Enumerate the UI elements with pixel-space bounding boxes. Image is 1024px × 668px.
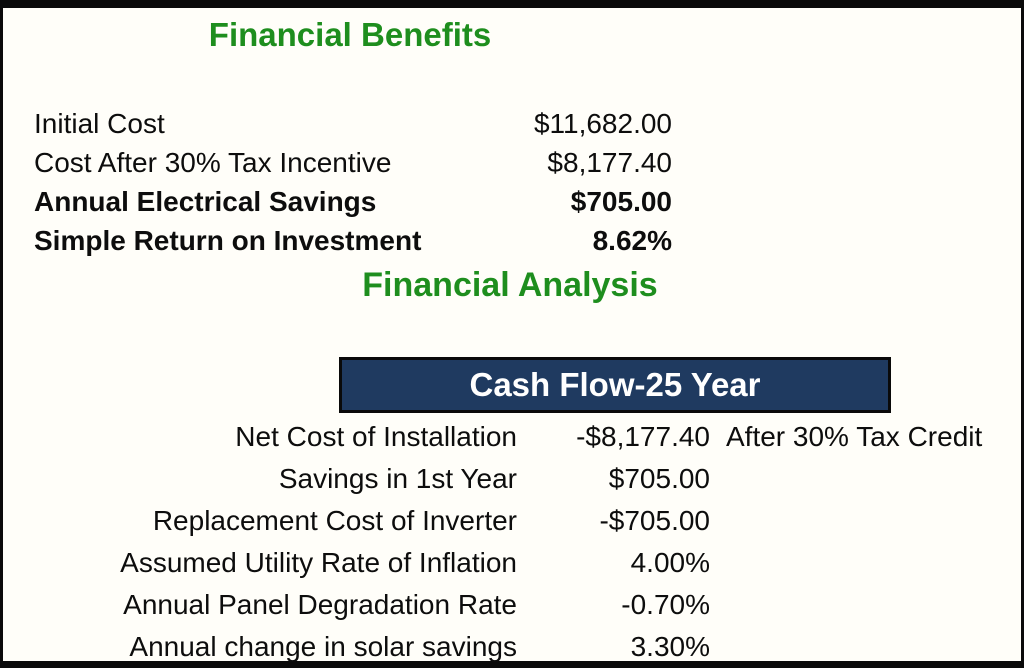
table-row: Annual Electrical Savings $705.00	[34, 182, 672, 221]
row-label: Simple Return on Investment	[34, 224, 422, 256]
table-row: Initial Cost $11,682.00	[34, 104, 672, 143]
frame-top-border	[0, 0, 1024, 8]
row-value: 8.62%	[592, 224, 672, 256]
table-row: Simple Return on Investment 8.62%	[34, 221, 672, 260]
frame-left-border	[0, 0, 3, 668]
row-value: $8,177.40	[547, 146, 672, 178]
financial-benefits-title: Financial Benefits	[208, 16, 492, 53]
row-label: Assumed Utility Rate of Inflation	[120, 547, 517, 578]
financial-analysis-title: Financial Analysis	[362, 266, 658, 304]
table-row: Annual Panel Degradation Rate -0.70%	[60, 584, 1010, 626]
row-label: Savings in 1st Year	[278, 463, 517, 494]
cashflow-table: Net Cost of Installation -$8,177.40 Afte…	[60, 416, 1010, 668]
row-value: -$8,177.40	[576, 421, 710, 452]
table-row: Replacement Cost of Inverter -$705.00	[60, 500, 1010, 542]
row-value: $11,682.00	[533, 107, 672, 139]
row-value: -0.70%	[621, 589, 710, 620]
frame-right-border	[1021, 0, 1024, 668]
table-row: Annual change in solar savings 3.30%	[60, 626, 1010, 668]
row-value: $705.00	[608, 463, 710, 494]
table-row: Savings in 1st Year $705.00	[60, 458, 1010, 500]
row-label: Cost After 30% Tax Incentive	[34, 146, 392, 178]
row-label: Initial Cost	[34, 107, 165, 139]
table-row: Net Cost of Installation -$8,177.40 Afte…	[60, 416, 1010, 458]
row-value: 4.00%	[630, 547, 710, 578]
row-value: $705.00	[570, 185, 672, 217]
financial-benefits-table: Initial Cost $11,682.00 Cost After 30% T…	[34, 104, 672, 260]
row-value: -$705.00	[599, 505, 710, 536]
table-row: Assumed Utility Rate of Inflation 4.00%	[60, 542, 1010, 584]
row-label: Annual change in solar savings	[129, 631, 517, 662]
table-row: Cost After 30% Tax Incentive $8,177.40	[34, 143, 672, 182]
row-label: Replacement Cost of Inverter	[152, 505, 517, 536]
row-label: Annual Electrical Savings	[34, 185, 377, 217]
row-note: After 30% Tax Credit	[726, 421, 983, 452]
row-label: Annual Panel Degradation Rate	[123, 589, 517, 620]
cashflow-header: Cash Flow-25 Year	[339, 357, 891, 413]
cashflow-header-label: Cash Flow-25 Year	[469, 366, 761, 403]
row-value: 3.30%	[630, 631, 710, 662]
row-label: Net Cost of Installation	[235, 421, 517, 452]
frame-bottom-border	[0, 661, 1024, 668]
